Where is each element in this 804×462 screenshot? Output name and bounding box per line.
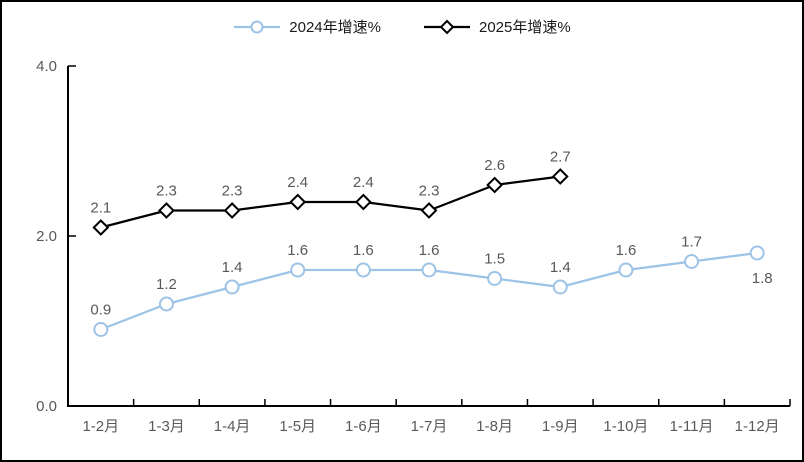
svg-text:1-11月: 1-11月 [670, 418, 714, 435]
svg-text:2.6: 2.6 [484, 157, 505, 174]
svg-text:1.6: 1.6 [615, 242, 636, 259]
svg-text:1.6: 1.6 [287, 242, 308, 259]
svg-text:0.0: 0.0 [36, 398, 57, 415]
svg-text:4.0: 4.0 [36, 58, 57, 75]
svg-text:1.4: 1.4 [222, 259, 243, 276]
line-circle-marker-icon [234, 20, 281, 33]
svg-text:2.3: 2.3 [156, 183, 177, 200]
svg-text:1-3月: 1-3月 [148, 418, 185, 435]
svg-text:1-9月: 1-9月 [542, 418, 579, 435]
legend-label-2025: 2025年增速% [479, 19, 571, 36]
line-diamond-marker-icon [424, 19, 470, 34]
svg-text:2.3: 2.3 [419, 183, 440, 200]
svg-text:1-6月: 1-6月 [345, 418, 382, 435]
svg-text:2.1: 2.1 [90, 200, 111, 217]
legend-entry-2025: 2025年增速% [423, 16, 571, 37]
svg-text:2.7: 2.7 [550, 149, 571, 166]
svg-text:2.4: 2.4 [287, 174, 308, 191]
svg-text:1.6: 1.6 [419, 242, 440, 259]
svg-text:2.0: 2.0 [36, 228, 57, 245]
legend-entry-2024: 2024年增速% [233, 16, 381, 37]
legend-label-2024: 2024年增速% [289, 19, 381, 36]
svg-text:1.4: 1.4 [550, 259, 571, 276]
svg-text:2.3: 2.3 [222, 183, 243, 200]
svg-text:1.7: 1.7 [681, 234, 702, 251]
svg-text:2.4: 2.4 [353, 174, 374, 191]
svg-text:1-5月: 1-5月 [279, 418, 316, 435]
svg-text:1.5: 1.5 [484, 251, 505, 268]
svg-text:1-2月: 1-2月 [82, 418, 119, 435]
svg-text:1-10月: 1-10月 [603, 418, 648, 435]
svg-text:1.6: 1.6 [353, 242, 374, 259]
svg-text:0.9: 0.9 [90, 302, 111, 319]
svg-text:1-4月: 1-4月 [214, 418, 251, 435]
svg-text:1-7月: 1-7月 [411, 418, 448, 435]
svg-text:1.2: 1.2 [156, 276, 177, 293]
legend: 2024年增速% 2025年增速% [2, 16, 802, 37]
svg-text:1.8: 1.8 [752, 270, 773, 287]
svg-text:1-8月: 1-8月 [476, 418, 513, 435]
svg-text:1-12月: 1-12月 [735, 418, 780, 435]
